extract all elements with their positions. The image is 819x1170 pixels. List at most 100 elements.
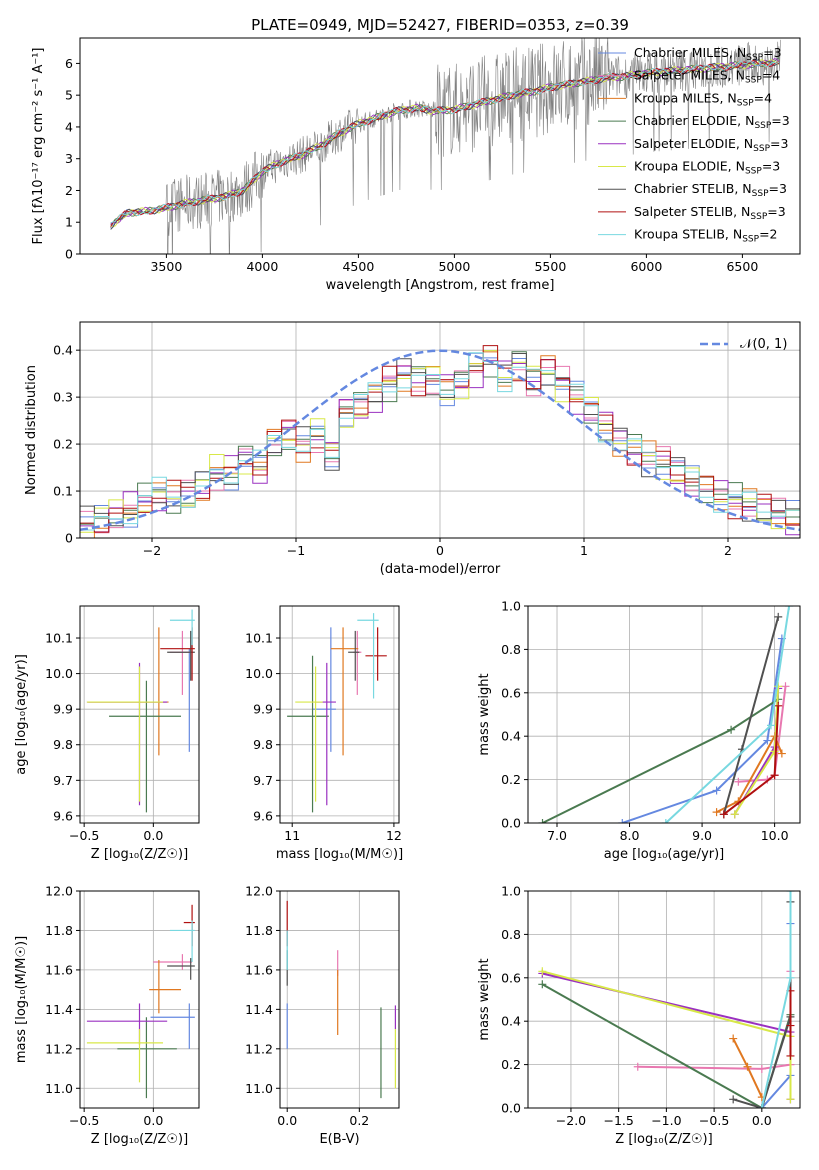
weight-marker: [719, 810, 728, 819]
weight-marker: [763, 736, 772, 745]
legend-tail: =4: [762, 68, 780, 83]
x-tick-label: 0: [436, 543, 444, 558]
weight-marker: [712, 808, 721, 817]
x-tick-label: 4500: [342, 259, 374, 274]
x-tick-label: −1.0: [651, 1113, 681, 1128]
weight-marker: [618, 819, 627, 823]
y-tick-label: 0: [65, 531, 73, 546]
weight-line: [761, 923, 792, 1108]
y-tick-label: 2: [65, 183, 73, 198]
y-tick-label: 0.3: [53, 390, 73, 405]
y-tick-label: 0.4: [53, 343, 73, 358]
y-tick-label: 0.8: [501, 927, 521, 942]
x-axis-label: E(B-V): [319, 1132, 359, 1147]
x-tick-label: 7.0: [547, 828, 567, 843]
x-tick-label: −0.5: [69, 828, 99, 843]
axes-frame: [79, 605, 200, 824]
legend-subscript: SSP: [742, 235, 759, 245]
x-tick-label: −1.5: [603, 1113, 633, 1128]
weight-marker: [786, 891, 795, 895]
x-axis-label: Z [log₁₀(Z/Z☉)]: [615, 1132, 712, 1147]
plot-area: [80, 345, 800, 538]
y-tick-label: 9.8: [53, 737, 73, 752]
y-axis-label: mass weight: [477, 958, 492, 1040]
y-tick-label: 0.8: [501, 642, 521, 657]
y-axis-label: mass weight: [477, 673, 492, 755]
y-tick-label: 9.6: [253, 808, 273, 823]
weight-line: [760, 891, 792, 1108]
weight-marker: [712, 786, 721, 795]
y-tick-label: 9.6: [53, 808, 73, 823]
weight-marker: [633, 1062, 642, 1071]
weight-marker: [786, 973, 795, 982]
y-tick-label: 6: [65, 56, 73, 71]
y-tick-label: 10.1: [245, 631, 273, 646]
legend-entry: Salpeter ELODIE, NSSP=3: [634, 136, 788, 154]
histogram-step: [80, 353, 800, 527]
y-tick-label: 11.2: [45, 1041, 73, 1056]
plot-area: [286, 900, 396, 1099]
legend-entry: Kroupa MILES, NSSP=4: [634, 90, 772, 108]
legend-tail: =3: [762, 159, 780, 174]
model-spectrum: [110, 59, 779, 227]
panel-spectrum: 3500 4000 4500 5000 5500 6000 6500 0 1 2 3 4 5 6 wavel…: [31, 37, 801, 293]
weight-marker: [538, 980, 547, 989]
weight-line: [542, 698, 779, 823]
legend-tail: =3: [770, 136, 788, 151]
panel-age-vs-mass: 11 12 9.6 9.7 9.8 9.9 10.0 10.1 mass [log₁₀(M/M☉…: [245, 605, 403, 862]
x-tick-label: 0.0: [143, 828, 163, 843]
y-tick-label: 11.0: [45, 1081, 73, 1096]
y-tick-label: 11.8: [245, 923, 273, 938]
weight-marker: [777, 749, 786, 758]
legend-tail: =3: [771, 113, 789, 128]
weight-marker: [538, 819, 547, 823]
legend-tail: =3: [769, 181, 787, 196]
y-tick-label: 9.8: [253, 737, 273, 752]
x-axis-label: wavelength [Angstrom, rest frame]: [326, 278, 555, 293]
weight-marker: [727, 725, 736, 734]
legend-subscript: SSP: [737, 98, 754, 108]
y-tick-label: 9.9: [53, 702, 73, 717]
y-tick-label: 12.0: [245, 884, 273, 899]
y-axis-label: mass [log₁₀(M/M☉)]: [14, 936, 29, 1063]
x-tick-label: 8.0: [620, 828, 640, 843]
legend-tail: =3: [767, 204, 785, 219]
legend-entry: Kroupa STELIB, NSSP=2: [634, 227, 778, 245]
y-tick-label: 9.7: [253, 773, 273, 788]
legend-subscript: SSP: [754, 121, 771, 131]
legend-entry: Kroupa ELODIE, NSSP=3: [634, 159, 780, 177]
y-axis-label: Normed distribution: [24, 365, 39, 495]
x-tick-label: 0.2: [349, 1113, 369, 1128]
weight-marker: [786, 1051, 795, 1060]
x-tick-label: 12: [386, 828, 402, 843]
x-tick-label: −2: [143, 543, 161, 558]
panel-mass-vs-Z: −0.5 0.0 11.0 11.2 11.4 11.6 11.8 12.0 Z [log₁₀(…: [14, 884, 200, 1147]
x-axis-label: Z [log₁₀(Z/Z☉)]: [91, 847, 188, 862]
weight-marker: [774, 612, 783, 621]
axes-frame: [527, 605, 801, 824]
x-tick-label: 5000: [438, 259, 470, 274]
y-tick-label: 11.2: [245, 1041, 273, 1056]
y-tick-label: 0.4: [501, 729, 521, 744]
x-axis-label: mass [log₁₀(M/M☉)]: [276, 847, 403, 862]
axes-frame: [527, 890, 801, 1109]
y-tick-label: 11.6: [245, 962, 273, 977]
legend-tail: =2: [759, 227, 777, 242]
x-tick-label: 6500: [726, 259, 758, 274]
y-tick-label: 0.6: [501, 970, 521, 985]
y-tick-label: 9.9: [253, 702, 273, 717]
legend-subscript: SSP: [750, 212, 767, 222]
y-tick-label: 5: [65, 88, 73, 103]
y-tick-label: 0.4: [501, 1014, 521, 1029]
plot-area: [86, 904, 195, 1099]
plot-area: [110, 38, 781, 254]
x-tick-label: 3500: [150, 259, 182, 274]
legend-subscript: SSP: [745, 167, 762, 177]
y-tick-label: 11.4: [245, 1002, 273, 1017]
legend-tail: =3: [763, 45, 781, 60]
plot-area: [86, 609, 195, 813]
weight-marker: [734, 777, 743, 786]
normal-curve: [80, 349, 800, 532]
x-tick-label: 11: [284, 828, 300, 843]
y-tick-label: 0.2: [501, 1057, 521, 1072]
